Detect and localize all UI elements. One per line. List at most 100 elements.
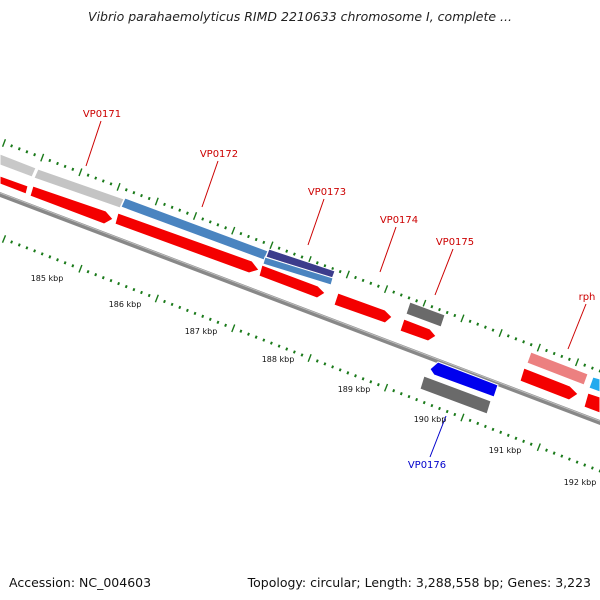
top-major-tick <box>231 226 236 235</box>
bottom-minor-tick <box>201 314 205 318</box>
top-minor-tick <box>415 299 419 303</box>
cds-arrow[interactable] <box>114 212 260 274</box>
top-major-tick <box>383 285 389 294</box>
bottom-minor-tick <box>575 460 579 464</box>
top-minor-tick <box>262 240 266 245</box>
top-major-tick <box>574 358 580 367</box>
top-minor-tick <box>163 202 166 207</box>
bottom-minor-tick <box>10 240 14 244</box>
top-major-tick <box>536 343 541 352</box>
top-minor-tick <box>147 196 151 201</box>
gene-label[interactable]: VP0171 <box>83 109 121 120</box>
top-minor-tick <box>185 211 189 215</box>
bottom-minor-tick <box>560 454 564 458</box>
bottom-minor-tick <box>117 281 121 286</box>
top-minor-tick <box>124 188 128 192</box>
bottom-minor-tick <box>445 409 449 414</box>
top-minor-tick <box>132 191 136 195</box>
bottom-minor-tick <box>453 412 457 417</box>
bottom-minor-tick <box>522 439 526 443</box>
top-minor-tick <box>140 193 143 198</box>
top-minor-tick <box>468 319 472 323</box>
bottom-minor-tick <box>354 374 357 378</box>
bottom-minor-tick <box>468 418 472 423</box>
bottom-minor-tick <box>422 400 426 405</box>
gene-label[interactable]: rph <box>579 292 596 303</box>
bottom-major-tick <box>383 383 389 392</box>
gene-label[interactable]: VP0173 <box>308 187 346 198</box>
bottom-minor-tick <box>208 317 212 321</box>
cds-arrow[interactable] <box>519 367 579 401</box>
top-minor-tick <box>376 284 380 288</box>
bottom-minor-tick <box>545 448 548 452</box>
bottom-minor-tick <box>48 255 52 259</box>
top-minor-tick <box>101 179 105 183</box>
bottom-major-tick <box>78 264 83 273</box>
bottom-minor-tick <box>346 371 350 375</box>
top-major-tick <box>154 197 159 206</box>
bottom-minor-tick <box>63 261 67 265</box>
top-minor-tick <box>224 226 228 230</box>
bottom-minor-tick <box>140 290 143 295</box>
bottom-major-tick <box>307 353 312 362</box>
bottom-minor-tick <box>499 430 503 434</box>
bottom-minor-tick <box>277 344 281 348</box>
gene-bar-steelblue-small[interactable] <box>262 256 334 286</box>
label-leader-VP0173 <box>307 198 325 246</box>
bottom-minor-tick <box>94 273 98 277</box>
cds-arrow[interactable] <box>29 185 114 225</box>
scale-label: 188 kbp <box>262 355 295 364</box>
top-major-tick <box>269 241 274 250</box>
top-minor-tick <box>109 182 113 186</box>
gene-bar-lightgrey-a[interactable] <box>0 153 37 178</box>
bottom-minor-tick <box>132 287 136 292</box>
top-minor-tick <box>239 231 243 236</box>
top-minor-tick <box>17 147 21 151</box>
gene-bar-lightgrey-b[interactable] <box>33 168 125 209</box>
top-minor-tick <box>285 249 289 253</box>
bottom-minor-tick <box>583 463 587 467</box>
top-minor-tick <box>560 354 564 359</box>
top-minor-tick <box>354 275 357 280</box>
top-minor-tick <box>48 158 52 163</box>
reverse-gene-grey[interactable] <box>419 375 492 415</box>
gene-label[interactable]: VP0175 <box>436 237 474 248</box>
top-major-tick <box>1 139 7 147</box>
backbone-highlight <box>0 192 600 422</box>
bottom-minor-tick <box>491 427 495 432</box>
reverse-gene-blue[interactable] <box>429 361 499 398</box>
bottom-major-tick <box>231 324 236 333</box>
top-minor-tick <box>25 150 29 154</box>
bottom-minor-tick <box>247 332 250 336</box>
bottom-minor-tick <box>285 347 289 351</box>
top-minor-tick <box>247 234 250 239</box>
cds-arrow[interactable] <box>583 392 600 414</box>
cds-arrow[interactable] <box>258 264 326 299</box>
bottom-minor-tick <box>514 436 518 440</box>
top-major-tick <box>78 168 83 177</box>
top-minor-tick <box>545 348 548 353</box>
cds-arrow[interactable] <box>333 292 393 324</box>
top-minor-tick <box>170 205 174 209</box>
top-minor-tick <box>33 153 37 157</box>
gene-label[interactable]: VP0176 <box>408 460 446 471</box>
gene-label[interactable]: VP0174 <box>380 215 418 226</box>
gene-label[interactable]: VP0172 <box>200 149 238 160</box>
label-leader-VP0175 <box>434 248 454 296</box>
gene-bar-pink[interactable] <box>526 351 589 386</box>
top-minor-tick <box>315 261 319 265</box>
top-minor-tick <box>201 217 205 221</box>
bottom-minor-tick <box>590 466 594 470</box>
label-leader-VP0171 <box>85 120 102 167</box>
cds-arrow[interactable] <box>399 318 437 342</box>
gene-bar-grey[interactable] <box>405 301 446 328</box>
top-minor-tick <box>86 173 90 177</box>
cds-arrow[interactable] <box>0 175 29 195</box>
top-minor-tick <box>361 278 365 283</box>
label-leader-VP0174 <box>379 226 397 273</box>
scale-label: 190 kbp <box>414 415 447 424</box>
bottom-minor-tick <box>109 278 113 283</box>
top-major-tick <box>116 182 121 191</box>
gene-bar-cyan[interactable] <box>588 376 600 393</box>
